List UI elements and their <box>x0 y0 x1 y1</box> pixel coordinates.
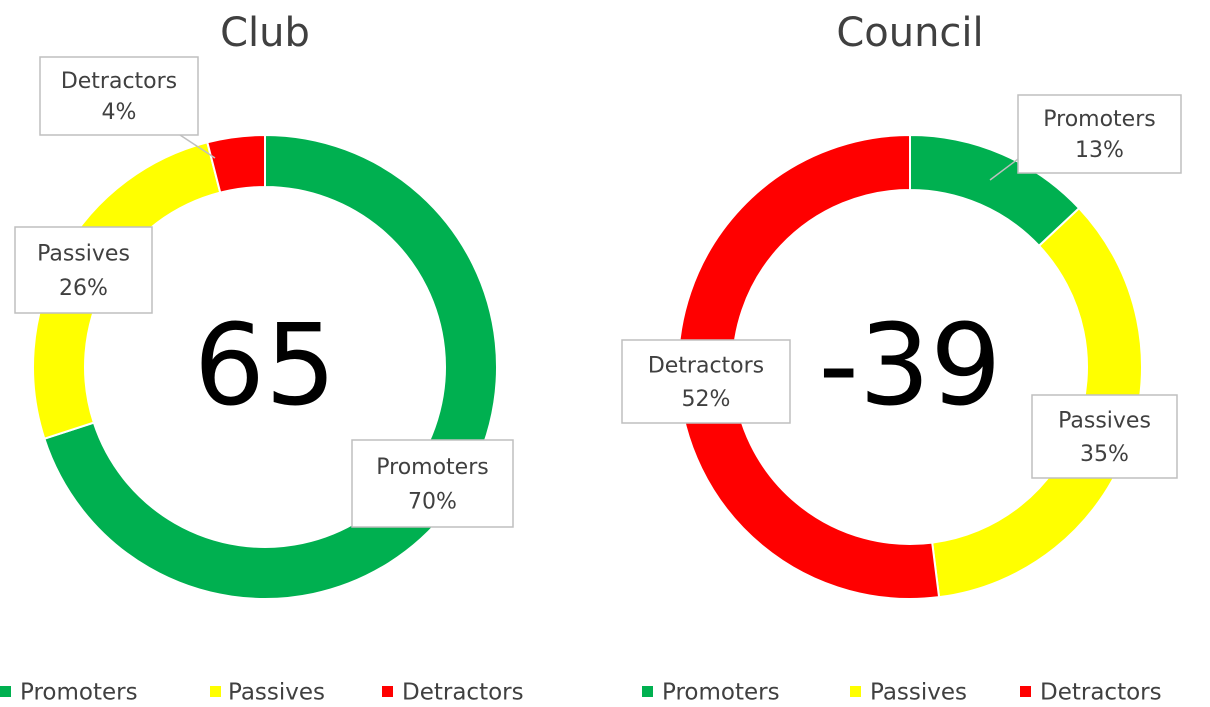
donut-segment <box>677 133 941 600</box>
data-label: Detractors 4% <box>39 56 216 159</box>
label-value: 13% <box>1075 138 1124 163</box>
chart-title: Club <box>220 10 310 56</box>
label-box <box>39 56 199 136</box>
chart-title: Council <box>836 10 983 56</box>
legend-marker <box>0 686 11 697</box>
label-box <box>1017 94 1182 174</box>
legend-label: Passives <box>228 680 325 706</box>
legend-label: Promoters <box>20 680 138 706</box>
legend-marker <box>850 686 861 697</box>
label-value: 70% <box>408 490 457 515</box>
donut-segment <box>206 133 266 194</box>
legend-marker <box>210 686 221 697</box>
label-box <box>621 339 791 424</box>
label-box <box>14 226 153 314</box>
legend-label: Passives <box>870 680 967 706</box>
legend-label: Promoters <box>662 680 780 706</box>
label-category: Detractors <box>61 69 177 94</box>
donut-segment <box>43 133 498 600</box>
donut-segment <box>931 206 1143 599</box>
center-value: 65 <box>194 301 337 431</box>
legend-label: Detractors <box>402 680 524 706</box>
label-value: 26% <box>59 276 108 301</box>
data-label: Promoters 70% <box>351 439 514 528</box>
label-category: Promoters <box>376 455 488 480</box>
label-category: Passives <box>37 242 130 267</box>
data-label: Passives 35% <box>1031 394 1178 479</box>
label-value: 4% <box>102 100 137 125</box>
legend-marker <box>642 686 653 697</box>
label-value: 35% <box>1080 442 1129 467</box>
label-category: Passives <box>1058 409 1151 434</box>
label-box <box>351 439 514 528</box>
legend-marker <box>382 686 393 697</box>
label-pointer <box>179 134 216 159</box>
label-value: 52% <box>682 387 731 412</box>
label-category: Detractors <box>648 354 764 379</box>
data-label: Passives 26% <box>14 226 153 314</box>
center-value: -39 <box>819 301 1002 431</box>
legend-marker <box>1020 686 1031 697</box>
label-box <box>1031 394 1178 479</box>
legend-label: Detractors <box>1040 680 1162 706</box>
label-category: Promoters <box>1043 107 1155 132</box>
data-label: Detractors 52% <box>621 339 791 424</box>
data-label: Promoters 13% <box>989 94 1182 181</box>
